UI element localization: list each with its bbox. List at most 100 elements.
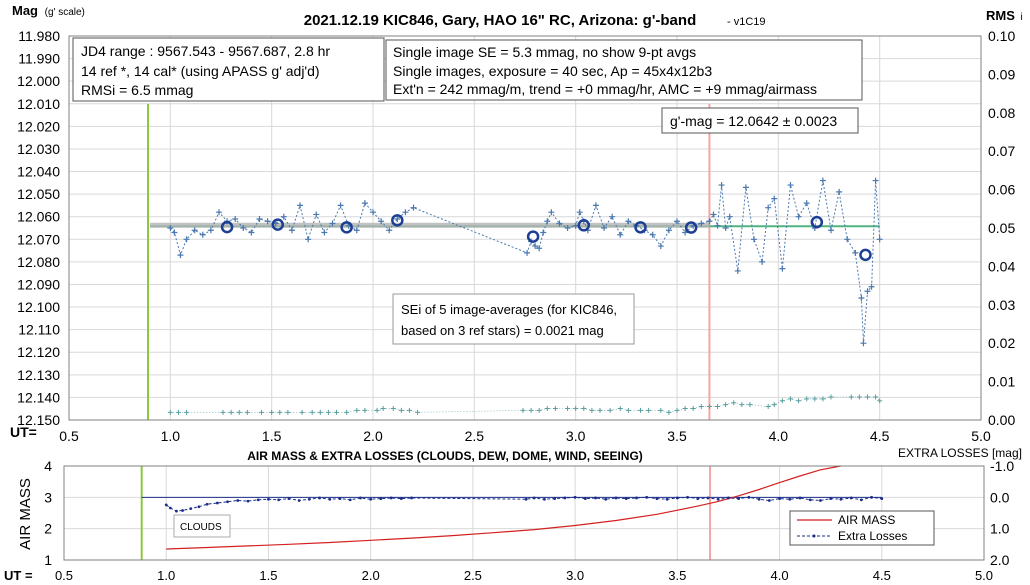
mag-series-point bbox=[803, 200, 810, 207]
mag-series-point bbox=[321, 229, 328, 236]
rmsi-series-point bbox=[765, 404, 771, 410]
mag-series-point bbox=[759, 258, 766, 265]
top-xtick-label: 1.0 bbox=[161, 428, 181, 444]
mag-series-point bbox=[576, 209, 583, 216]
bottom-xtick-label: 0.5 bbox=[55, 568, 73, 583]
extra-losses-point bbox=[318, 496, 321, 500]
mag-series-point bbox=[872, 177, 879, 184]
rmsi-series-point bbox=[682, 405, 688, 411]
top-xticks: 0.5 1.0 1.5 2.0 2.5 3.0 3.5 4.0 4.5 5.0 bbox=[59, 428, 991, 444]
rmsi-series-point bbox=[552, 405, 558, 411]
rmsi-series-point bbox=[856, 394, 862, 400]
bottom-y2label: EXTRA LOSSES [mag] bbox=[898, 446, 1022, 460]
gmag-label: g'-mag = 12.0642 ± 0.0023 bbox=[670, 113, 837, 129]
top-y2tick-label: 0.06 bbox=[988, 182, 1015, 198]
rmsi-series-point bbox=[820, 396, 826, 402]
bottom-xtick-label: 1.0 bbox=[157, 568, 175, 583]
mag-series-point bbox=[852, 249, 859, 256]
top-ytick-label: 12.030 bbox=[17, 141, 60, 157]
extra-losses-point bbox=[256, 498, 260, 502]
sei-box: SEi of 5 image-averages (for KIC846, bas… bbox=[392, 293, 635, 345]
extra-losses-point bbox=[246, 499, 250, 503]
mag-series-point bbox=[536, 245, 543, 252]
top-plot-frame bbox=[68, 35, 982, 421]
mag-series-point bbox=[657, 243, 664, 250]
mag-series-point bbox=[665, 227, 672, 234]
mag-series-point bbox=[305, 236, 312, 243]
mag-series-point bbox=[402, 209, 409, 216]
extra-losses-point bbox=[737, 497, 741, 500]
mag-series-point bbox=[378, 218, 385, 225]
info-box-exposure-line: Single images, exposure = 40 sec, Ap = 4… bbox=[393, 63, 712, 79]
top-xtick-label: 1.5 bbox=[262, 428, 282, 444]
rmsi-series-point bbox=[804, 396, 810, 402]
bottom-xtick-label: 3.0 bbox=[566, 568, 584, 583]
rmsi-series-point bbox=[873, 394, 879, 400]
mag-series-point bbox=[548, 209, 555, 216]
top-y2label: RMS i bbox=[986, 8, 1023, 23]
mag-series-point bbox=[828, 227, 835, 234]
mag-series-point bbox=[386, 227, 393, 234]
extra-losses-point bbox=[706, 496, 710, 500]
mag-average-circle bbox=[577, 219, 591, 232]
extra-losses-point bbox=[727, 496, 730, 500]
extra-losses-point bbox=[348, 498, 352, 502]
rmsi-series-point bbox=[690, 405, 696, 411]
mag-series-point bbox=[288, 227, 295, 234]
mag-series-point bbox=[361, 200, 368, 207]
rmsi-series-point bbox=[787, 396, 793, 402]
clouds-label: CLOUDS bbox=[180, 522, 222, 533]
mag-series-point bbox=[199, 231, 206, 238]
extra-losses-point bbox=[215, 501, 219, 505]
rmsi-series-point bbox=[415, 409, 421, 415]
extra-losses-point bbox=[716, 497, 720, 501]
mag-series-point bbox=[410, 204, 417, 211]
rmsi-series-point bbox=[244, 409, 250, 415]
extra-losses-point bbox=[369, 497, 373, 501]
mag-series-point bbox=[726, 213, 733, 220]
rmsi-series-point bbox=[220, 409, 226, 415]
extra-losses-point bbox=[624, 497, 628, 500]
info-box-ref-line: 14 ref *, 14 cal* (using APASS g' adj'd) bbox=[81, 63, 320, 79]
mag-series-point bbox=[540, 229, 547, 236]
airmass-line bbox=[166, 465, 842, 550]
bottom-xtick-label: 4.5 bbox=[873, 568, 891, 583]
mag-series-point bbox=[710, 211, 717, 218]
top-y2tick-label: 0.10 bbox=[988, 28, 1015, 44]
bottom-ylabel: AIR MASS bbox=[17, 478, 34, 550]
rmsi-series-point bbox=[299, 409, 305, 415]
extra-losses-point bbox=[277, 498, 281, 502]
mag-average-circle bbox=[526, 230, 540, 243]
rmsi-series-point bbox=[536, 407, 542, 413]
info-box-rmsi-line: RMSi = 6.5 mmag bbox=[81, 82, 193, 98]
rmsi-series-point bbox=[380, 405, 386, 411]
mag-series-point bbox=[297, 202, 304, 209]
extra-losses-point bbox=[645, 495, 649, 499]
mag-series-point bbox=[353, 227, 360, 234]
extra-losses-point bbox=[573, 495, 577, 499]
mag-series-point bbox=[617, 231, 624, 238]
bottom-y2tick-label: 2.0 bbox=[990, 552, 1010, 568]
top-ytick-label: 12.080 bbox=[17, 254, 60, 270]
extra-losses-point bbox=[808, 498, 812, 502]
top-ytick-label: 12.090 bbox=[17, 276, 60, 292]
top-ytick-label: 12.130 bbox=[17, 367, 60, 383]
mag-series-point bbox=[649, 231, 656, 238]
rmsi-series-point bbox=[406, 407, 412, 413]
top-ytick-label: 12.110 bbox=[18, 322, 60, 338]
extra-losses-point bbox=[328, 497, 332, 501]
top-y2tick-label: 0.03 bbox=[988, 297, 1015, 313]
mag-series-point bbox=[592, 202, 599, 209]
mag-series-point bbox=[264, 218, 271, 225]
extra-losses-point bbox=[747, 495, 751, 499]
rmsi-series-point bbox=[573, 405, 579, 411]
mag-series-point bbox=[765, 204, 772, 211]
extra-losses-point bbox=[307, 497, 311, 501]
bottom-y2tick-label: 1.0 bbox=[990, 521, 1010, 537]
mag-series-point bbox=[183, 236, 190, 243]
rmsi-series-point bbox=[520, 407, 526, 413]
mag-series-point bbox=[674, 218, 680, 225]
mag-series-point bbox=[313, 211, 320, 218]
rmsi-series-point bbox=[617, 405, 623, 411]
